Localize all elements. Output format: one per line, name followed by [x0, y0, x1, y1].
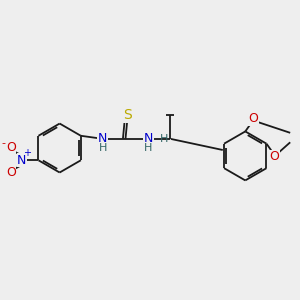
Text: O: O	[6, 141, 16, 154]
Text: H: H	[144, 142, 153, 153]
Text: N: N	[17, 154, 26, 167]
Text: +: +	[23, 148, 31, 158]
Text: N: N	[98, 132, 107, 146]
Text: O: O	[248, 112, 258, 125]
Text: N: N	[144, 132, 153, 146]
Text: H: H	[98, 142, 107, 153]
Text: O: O	[6, 167, 16, 179]
Text: H: H	[160, 134, 169, 144]
Text: O: O	[269, 150, 279, 163]
Text: -: -	[2, 138, 6, 148]
Text: S: S	[123, 108, 131, 122]
